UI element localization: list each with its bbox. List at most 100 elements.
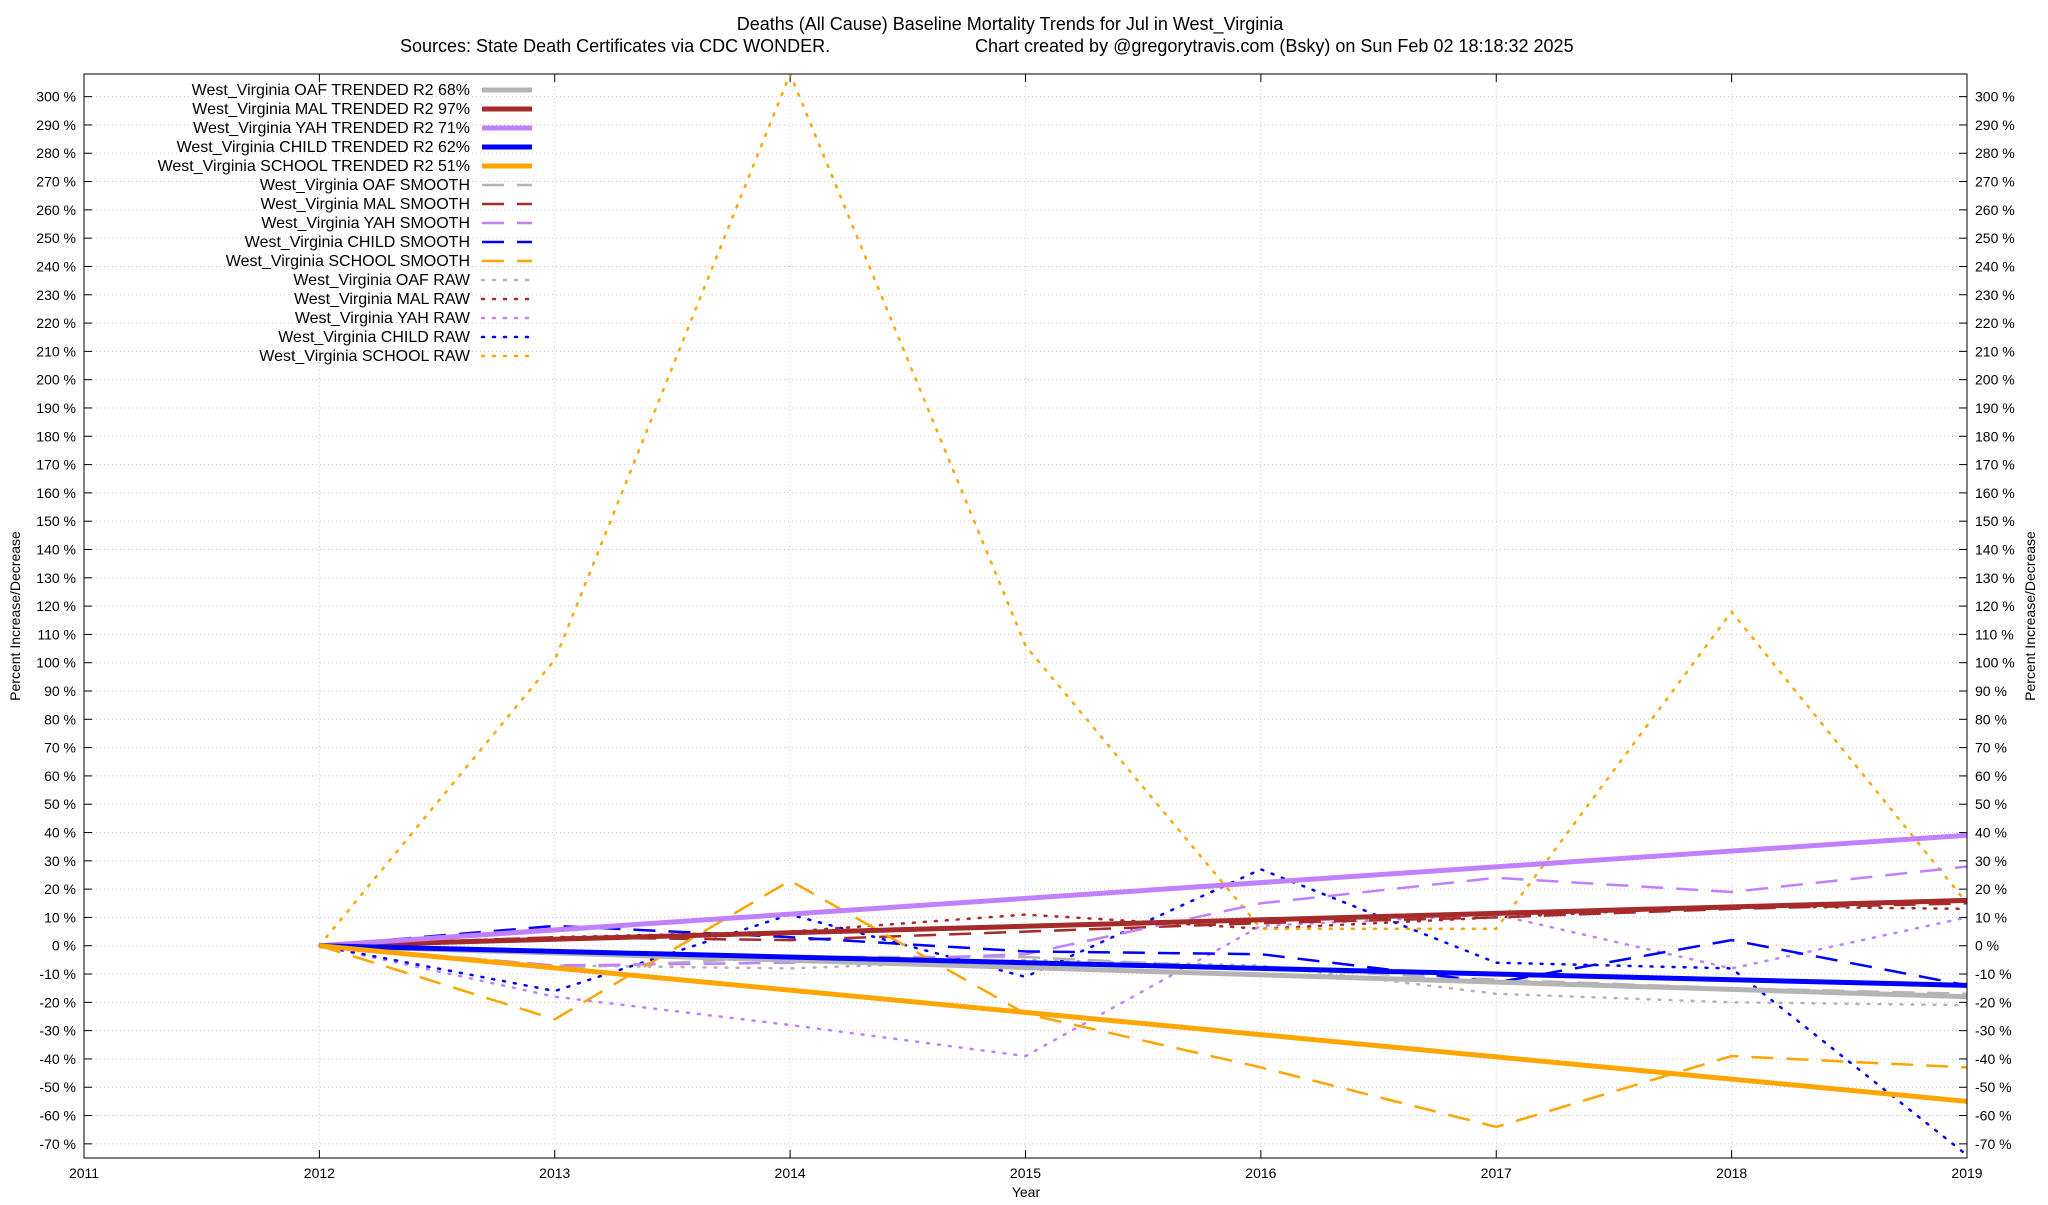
x-tick-label: 2019 [1951, 1165, 1982, 1181]
y-tick-label-left: -60 % [39, 1108, 76, 1124]
legend-entry-label: West_Virginia CHILD SMOOTH [245, 234, 470, 251]
series-line-10 [319, 879, 1967, 1129]
y-tick-label-right: 0 % [1975, 938, 1999, 954]
y-tick-label-right: 230 % [1975, 287, 2015, 303]
y-tick-label-right: 70 % [1975, 740, 2007, 756]
y-tick-label-left: 200 % [36, 372, 76, 388]
chart-subtitle-sources: Sources: State Death Certificates via CD… [400, 36, 830, 56]
y-tick-label-left: 120 % [36, 598, 76, 614]
y-tick-label-right: -10 % [1975, 966, 2012, 982]
y-tick-label-left: 130 % [36, 570, 76, 586]
grid-lines [84, 74, 1967, 1158]
series-line-15 [318, 74, 1967, 947]
y-tick-label-left: 300 % [36, 89, 76, 105]
y-tick-label-left: -10 % [39, 966, 76, 982]
y-tick-label-right: 260 % [1975, 202, 2015, 218]
y-tick-label-right: 100 % [1975, 655, 2015, 671]
legend-entry-label: West_Virginia OAF RAW [293, 272, 471, 289]
y-tick-label-left: 0 % [52, 938, 76, 954]
x-tick-label: 2014 [775, 1165, 806, 1181]
y-tick-label-right: 50 % [1975, 796, 2007, 812]
axis-ticks: 2011 2012 2013 2014 2015 2016 2017 2018 2019 300 … [36, 74, 2015, 1181]
y-tick-label-right: 160 % [1975, 485, 2015, 501]
series-line-13 [318, 913, 1967, 1058]
y-tick-label-right: 210 % [1975, 343, 2015, 359]
y-tick-label-left: 140 % [36, 541, 76, 557]
y-tick-label-right: 80 % [1975, 711, 2007, 727]
y-tick-label-right: 30 % [1975, 853, 2007, 869]
series-lines [318, 74, 1967, 1157]
y-axis-label-left: Percent Increase/Decrease [7, 531, 23, 701]
y-tick-label-left: 90 % [44, 683, 76, 699]
series-line-8 [319, 865, 1967, 967]
legend-entry-label: West_Virginia YAH TRENDED R2 71% [193, 120, 470, 137]
y-tick-label-right: 190 % [1975, 400, 2015, 416]
x-tick-label: 2012 [304, 1165, 335, 1181]
x-tick-label: 2016 [1245, 1165, 1276, 1181]
y-tick-label-left: 210 % [36, 343, 76, 359]
y-tick-label-left: 100 % [36, 655, 76, 671]
legend-entry-label: West_Virginia OAF SMOOTH [260, 177, 470, 194]
y-tick-label-left: 50 % [44, 796, 76, 812]
y-tick-label-left: -20 % [39, 994, 76, 1010]
y-tick-label-left: 170 % [36, 457, 76, 473]
y-tick-label-right: 120 % [1975, 598, 2015, 614]
y-tick-label-right: 40 % [1975, 825, 2007, 841]
x-axis-label: Year [1012, 1184, 1041, 1200]
y-tick-label-right: 20 % [1975, 881, 2007, 897]
y-tick-label-left: 230 % [36, 287, 76, 303]
y-tick-label-right: -30 % [1975, 1023, 2012, 1039]
x-tick-label: 2015 [1010, 1165, 1041, 1181]
y-tick-label-right: 300 % [1975, 89, 2015, 105]
x-tick-label: 2011 [69, 1165, 99, 1181]
y-tick-label-right: 250 % [1975, 230, 2015, 246]
y-tick-label-right: 290 % [1975, 117, 2015, 133]
legend-entry-label: West_Virginia CHILD RAW [278, 329, 471, 346]
y-tick-label-left: 190 % [36, 400, 76, 416]
legend-entry-label: West_Virginia MAL TRENDED R2 97% [192, 101, 470, 118]
y-tick-label-left: 40 % [44, 825, 76, 841]
legend-entry-label: West_Virginia OAF TRENDED R2 68% [192, 82, 470, 99]
y-tick-label-right: 270 % [1975, 174, 2015, 190]
y-tick-label-left: 20 % [44, 881, 76, 897]
legend-entry-label: West_Virginia YAH RAW [295, 310, 471, 327]
y-tick-label-left: 220 % [36, 315, 76, 331]
y-tick-label-left: -40 % [39, 1051, 76, 1067]
y-tick-label-right: 130 % [1975, 570, 2015, 586]
series-line-3 [319, 832, 1967, 949]
y-tick-label-right: 110 % [1975, 626, 2014, 642]
series-line-2 [319, 897, 1967, 949]
y-tick-label-right: -60 % [1975, 1108, 2012, 1124]
y-tick-label-left: 30 % [44, 853, 76, 869]
y-tick-label-left: 150 % [36, 513, 76, 529]
y-tick-label-right: 170 % [1975, 457, 2015, 473]
y-tick-label-left: 80 % [44, 711, 76, 727]
chart-title: Deaths (All Cause) Baseline Mortality Tr… [737, 14, 1285, 35]
legend-entry-label: West_Virginia MAL SMOOTH [260, 196, 470, 213]
legend: West_Virginia OAF TRENDED R2 68% West_Vir… [158, 82, 534, 365]
y-tick-label-right: 60 % [1975, 768, 2007, 784]
legend-entry-label: West_Virginia CHILD TRENDED R2 62% [177, 139, 470, 156]
y-tick-label-left: 240 % [36, 258, 76, 274]
y-tick-label-right: 280 % [1975, 145, 2015, 161]
y-tick-label-right: 90 % [1975, 683, 2007, 699]
y-axis-label-right: Percent Increase/Decrease [2022, 531, 2038, 701]
y-tick-label-right: -40 % [1975, 1051, 2012, 1067]
x-tick-label: 2017 [1481, 1165, 1512, 1181]
y-tick-label-right: 140 % [1975, 541, 2015, 557]
legend-entry-label: West_Virginia SCHOOL SMOOTH [226, 253, 470, 270]
y-tick-label-left: 60 % [44, 768, 76, 784]
y-tick-label-left: 250 % [36, 230, 76, 246]
y-tick-label-left: 290 % [36, 117, 76, 133]
y-tick-label-left: 270 % [36, 174, 76, 190]
y-tick-label-right: -20 % [1975, 994, 2012, 1010]
x-tick-label: 2018 [1716, 1165, 1747, 1181]
legend-entry-label: West_Virginia YAH SMOOTH [261, 215, 470, 232]
y-tick-label-right: 200 % [1975, 372, 2015, 388]
chart-subtitle-credit: Chart created by @gregorytravis.com (Bsk… [975, 36, 1574, 56]
plot-frame [83, 73, 1968, 1159]
y-tick-label-right: 240 % [1975, 258, 2015, 274]
